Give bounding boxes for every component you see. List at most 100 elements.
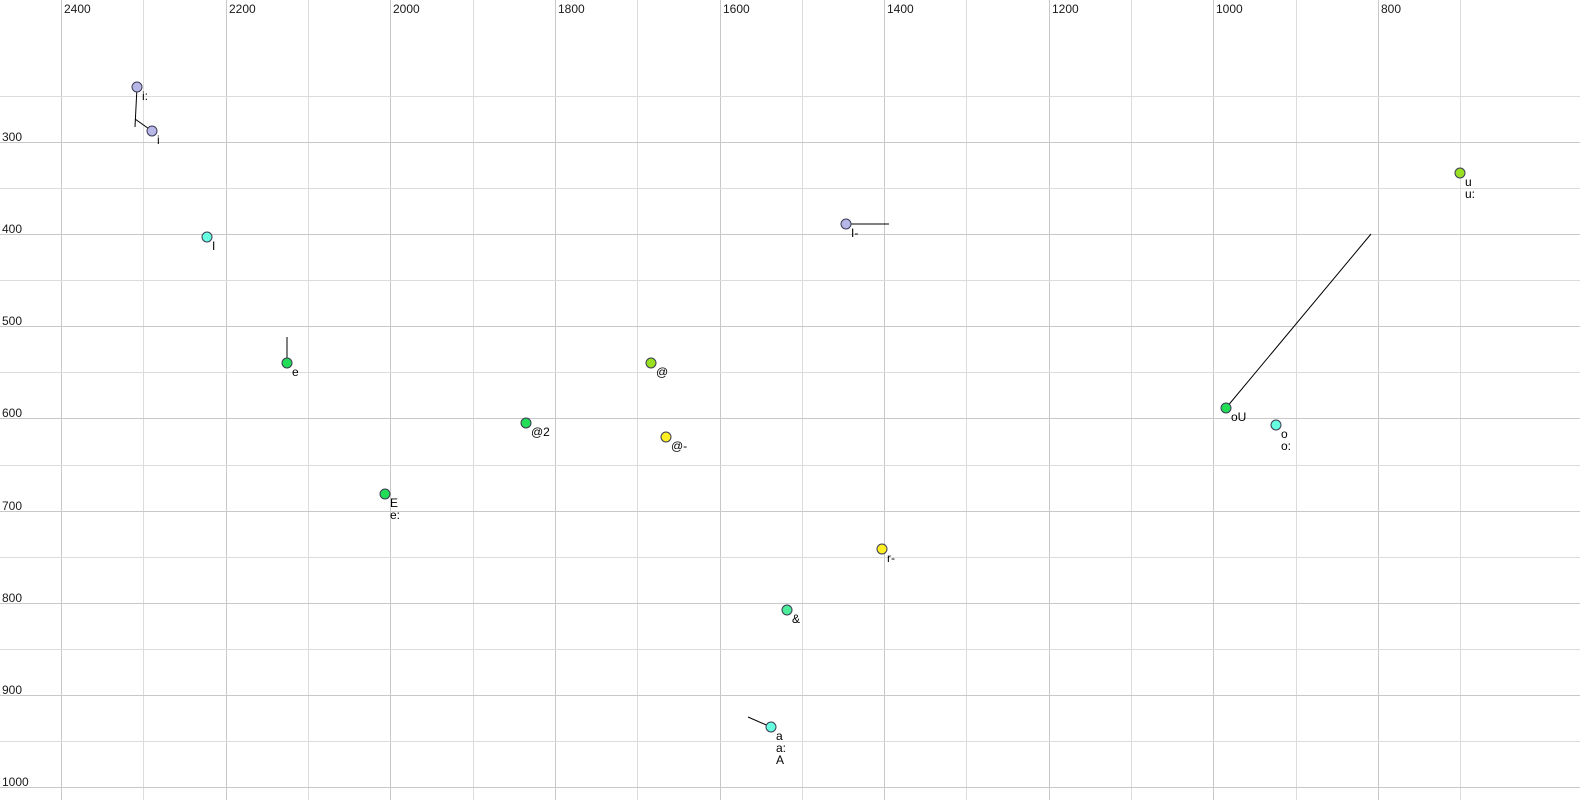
vowel-label: i bbox=[157, 133, 160, 147]
vowel-marker-u-u:[interactable] bbox=[1454, 167, 1466, 179]
vowel-marker-&[interactable] bbox=[781, 604, 793, 616]
vowel-marker-oU[interactable] bbox=[1220, 402, 1232, 414]
vowel-label-group: i: bbox=[142, 90, 148, 102]
vowel-label: @ bbox=[656, 365, 669, 379]
x-axis-tick-label: 1000 bbox=[1216, 2, 1243, 16]
gridline-x-major bbox=[1213, 0, 1214, 800]
gridline-x-major bbox=[555, 0, 556, 800]
vowel-marker-I-[interactable] bbox=[840, 218, 852, 230]
vowel-label: u: bbox=[1465, 187, 1476, 201]
y-axis-tick-label: 500 bbox=[2, 314, 23, 328]
vowel-label: & bbox=[792, 612, 801, 626]
gridline-y-major bbox=[0, 418, 1580, 419]
y-axis-tick-label: 800 bbox=[2, 591, 23, 605]
x-axis-tick-label: 2000 bbox=[393, 2, 420, 16]
gridline-x-minor bbox=[637, 0, 638, 800]
gridline-y-minor bbox=[0, 741, 1580, 742]
vowel-label-group: I bbox=[212, 240, 215, 252]
gridline-x-major bbox=[226, 0, 227, 800]
gridline-y-minor bbox=[0, 188, 1580, 189]
y-axis-tick-label: 300 bbox=[2, 130, 23, 144]
vowel-label: I bbox=[212, 239, 216, 253]
y-axis-tick-label: 900 bbox=[2, 683, 23, 697]
vowel-label-group: u u: bbox=[1465, 176, 1475, 200]
vowel-label-group: r- bbox=[887, 552, 895, 564]
vowel-label: oU bbox=[1231, 410, 1247, 424]
y-axis-tick-label: 700 bbox=[2, 499, 23, 513]
vowel-label-group: i bbox=[157, 134, 160, 146]
gridline-y-minor bbox=[0, 649, 1580, 650]
gridline-y-major bbox=[0, 142, 1580, 143]
x-axis-tick-label: 2400 bbox=[64, 2, 91, 16]
vowel-marker-r-[interactable] bbox=[876, 543, 888, 555]
vowel-label: o bbox=[1281, 427, 1288, 441]
x-axis-tick-label: 1200 bbox=[1052, 2, 1079, 16]
vowel-label: i: bbox=[142, 89, 148, 103]
gridline-y-major bbox=[0, 695, 1580, 696]
gridline-y-minor bbox=[0, 96, 1580, 97]
x-axis-tick-label: 1600 bbox=[723, 2, 750, 16]
gridline-y-major bbox=[0, 511, 1580, 512]
vowel-marker-i:[interactable] bbox=[131, 81, 143, 93]
gridline-y-major bbox=[0, 326, 1580, 327]
vowel-marker-o-o:[interactable] bbox=[1270, 419, 1282, 431]
gridline-x-minor bbox=[966, 0, 967, 800]
gridline-x-minor bbox=[308, 0, 309, 800]
vowel-marker-@[interactable] bbox=[645, 357, 657, 369]
vowel-label: @- bbox=[671, 439, 688, 453]
y-axis-tick-label: 1000 bbox=[2, 775, 29, 789]
gridline-y-minor bbox=[0, 557, 1580, 558]
vowel-label: A bbox=[776, 753, 785, 767]
vowel-label-group: e bbox=[292, 366, 299, 378]
vowel-marker-@-[interactable] bbox=[660, 431, 672, 443]
vowel-label-group: @- bbox=[671, 440, 687, 452]
x-axis-tick-label: 2200 bbox=[229, 2, 256, 16]
vowel-label-group: oU bbox=[1231, 411, 1246, 423]
gridline-x-major bbox=[61, 0, 62, 800]
vowel-label: I- bbox=[851, 226, 859, 240]
gridline-y-minor bbox=[0, 372, 1580, 373]
gridline-x-minor bbox=[1460, 0, 1461, 800]
y-axis-tick-label: 600 bbox=[2, 406, 23, 420]
gridline-x-major bbox=[720, 0, 721, 800]
vowel-label: e bbox=[292, 365, 299, 379]
vowel-label-group: & bbox=[792, 613, 800, 625]
gridline-x-minor bbox=[473, 0, 474, 800]
gridline-x-minor bbox=[802, 0, 803, 800]
x-axis-tick-label: 1400 bbox=[887, 2, 914, 16]
y-axis-tick-label: 400 bbox=[2, 222, 23, 236]
vowel-marker-I[interactable] bbox=[201, 231, 213, 243]
vowel-label: a: bbox=[776, 741, 787, 755]
vowel-label: e: bbox=[390, 508, 401, 522]
vowel-label: o: bbox=[1281, 439, 1292, 453]
vowel-label: @2 bbox=[531, 425, 550, 439]
vowel-label: E bbox=[390, 496, 399, 510]
gridline-y-major bbox=[0, 234, 1580, 235]
vowel-label: a bbox=[776, 729, 783, 743]
x-axis-tick-label: 1800 bbox=[558, 2, 585, 16]
vowel-marker-E-e:[interactable] bbox=[379, 488, 391, 500]
gridline-y-minor bbox=[0, 465, 1580, 466]
gridline-y-major bbox=[0, 787, 1580, 788]
vowel-label-group: o o: bbox=[1281, 428, 1291, 452]
vowel-label-group: @2 bbox=[531, 426, 550, 438]
vowel-label-group: @ bbox=[656, 366, 668, 378]
vowel-label-group: a a: A bbox=[776, 730, 786, 766]
gridline-y-major bbox=[0, 603, 1580, 604]
gridline-x-major bbox=[390, 0, 391, 800]
vowel-marker-@2[interactable] bbox=[520, 417, 532, 429]
gridline-x-major bbox=[884, 0, 885, 800]
gridline-x-minor bbox=[143, 0, 144, 800]
gridline-y-minor bbox=[0, 280, 1580, 281]
gridline-x-major bbox=[1378, 0, 1379, 800]
vowel-marker-e[interactable] bbox=[281, 357, 293, 369]
vowel-label: u bbox=[1465, 175, 1472, 189]
vowel-marker-a-a:-A[interactable] bbox=[765, 721, 777, 733]
vowel-marker-i[interactable] bbox=[146, 125, 158, 137]
x-axis-tick-label: 800 bbox=[1381, 2, 1402, 16]
gridline-x-minor bbox=[1131, 0, 1132, 800]
gridline-x-major bbox=[1049, 0, 1050, 800]
